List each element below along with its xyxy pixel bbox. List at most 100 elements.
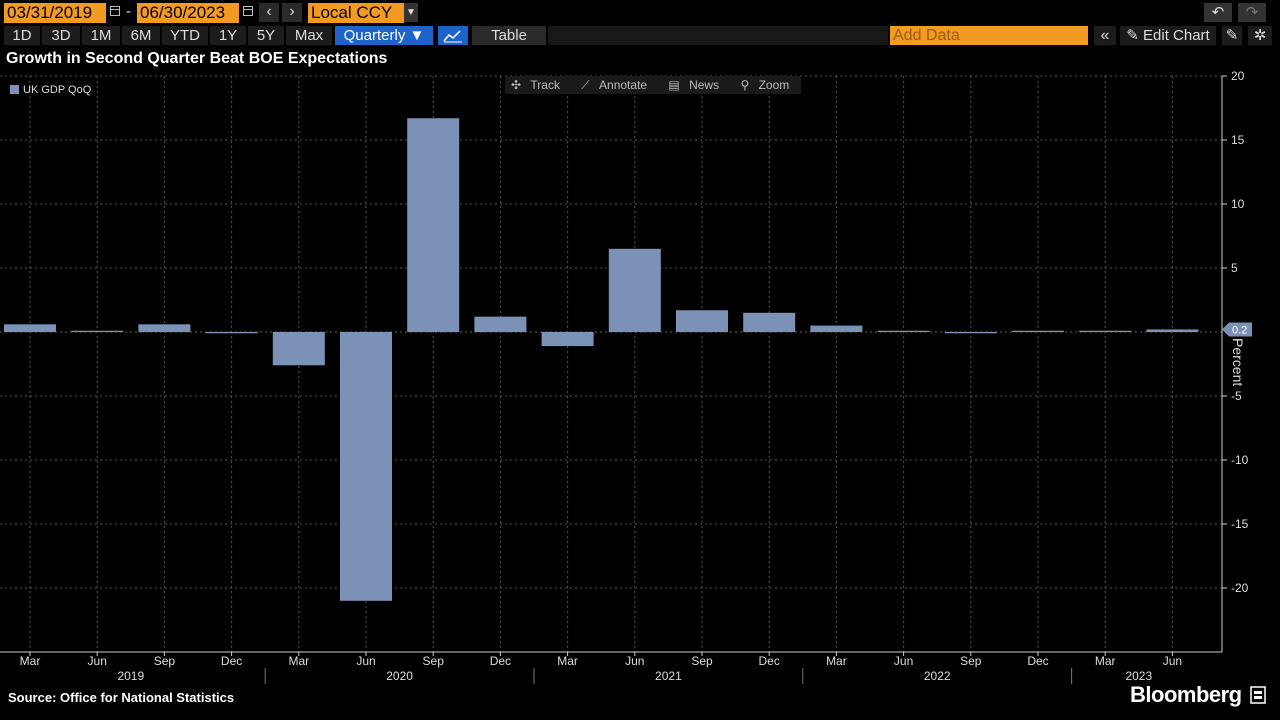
legend-label: UK GDP QoQ [23, 84, 92, 96]
period-1y[interactable]: 1Y [210, 26, 246, 45]
year-label: 2019 [117, 669, 144, 683]
source-note: Source: Office for National Statistics [8, 690, 235, 705]
grid-lines [0, 75, 1222, 652]
track-tool[interactable]: ✣ Track [505, 76, 572, 94]
x-tick-label: Jun [356, 654, 375, 668]
bar [676, 310, 728, 332]
y-tick-label: -15 [1231, 517, 1249, 531]
x-axis: Mar Jun Sep Dec Mar Jun Sep Dec Mar Jun Sep Dec Mar J… [0, 651, 1222, 684]
bloomberg-terminal-icon [1250, 686, 1266, 704]
y-axis-label: Percent [1230, 338, 1246, 387]
period-max[interactable]: Max [286, 26, 332, 45]
bar [205, 332, 258, 334]
chart-tools: ✣ Track ⟋ Annotate ▤ News ⚲ Zoom [505, 76, 802, 94]
bar [340, 332, 392, 601]
annotate-tool[interactable]: ⟋ Annotate [575, 76, 659, 94]
edit-icon[interactable]: ✎ [1222, 26, 1242, 45]
bar [272, 332, 325, 366]
line-chart-icon[interactable] [438, 26, 468, 45]
bar [743, 312, 796, 332]
start-date-field[interactable]: 03/31/2019 [4, 3, 106, 23]
y-tick-label: -5 [1231, 389, 1242, 403]
bar [944, 332, 997, 334]
bar [877, 330, 930, 332]
bar [1079, 330, 1132, 332]
edit-chart-label: Edit Chart [1143, 27, 1210, 44]
currency-select[interactable]: Local CCY [308, 3, 404, 23]
y-tick-label: 5 [1231, 261, 1238, 275]
period-5y[interactable]: 5Y [248, 26, 284, 45]
bar [1012, 330, 1064, 332]
redo-icon[interactable]: ↷ [1238, 3, 1266, 22]
date-separator: - [126, 3, 131, 20]
y-axis: 20 15 10 5 -5 -10 -15 -20 0.2 [1221, 69, 1252, 652]
bars [4, 118, 1199, 601]
period-ytd[interactable]: YTD [162, 26, 208, 45]
x-tick-label: Dec [759, 654, 780, 668]
x-tick-label: Jun [1163, 654, 1182, 668]
y-tick-label: -10 [1231, 453, 1249, 467]
year-label: 2021 [655, 669, 682, 683]
chevron-left-icon[interactable]: ‹ [259, 3, 279, 22]
bar [138, 324, 191, 332]
chart-title: Growth in Second Quarter Beat BOE Expect… [6, 50, 388, 67]
legend: UK GDP QoQ [10, 84, 91, 96]
gear-icon[interactable]: ✲ [1248, 26, 1272, 45]
undo-icon[interactable]: ↶ [1204, 3, 1232, 22]
add-data-input[interactable]: Add Data [890, 26, 1088, 45]
zoom-tool[interactable]: ⚲ Zoom [734, 76, 801, 94]
brand-logo: Bloomberg [1130, 682, 1242, 707]
x-tick-label: Mar [20, 654, 41, 668]
bar [474, 316, 527, 332]
period-3d[interactable]: 3D [42, 26, 80, 45]
year-label: 2022 [924, 669, 951, 683]
annotate-label: Annotate [599, 78, 648, 92]
bar [71, 330, 124, 332]
bar [1146, 329, 1199, 332]
year-label: 2023 [1125, 669, 1152, 683]
double-chevron-left-icon[interactable]: « [1094, 26, 1116, 45]
period-1m[interactable]: 1M [82, 26, 120, 45]
x-tick-label: Mar [288, 654, 309, 668]
bar [608, 248, 661, 332]
pencil-icon: ✎ [1126, 27, 1139, 44]
last-value-label: 0.2 [1232, 324, 1247, 336]
x-tick-label: Sep [691, 654, 713, 668]
y-tick-label: 15 [1231, 133, 1245, 147]
bar [4, 324, 56, 332]
table-button[interactable]: Table [472, 26, 546, 45]
last-value-marker [1222, 322, 1252, 337]
period-1d[interactable]: 1D [4, 26, 40, 45]
calendar-icon[interactable] [243, 6, 253, 16]
x-tick-label: Sep [960, 654, 982, 668]
bar [810, 325, 863, 332]
x-tick-label: Dec [490, 654, 511, 668]
legend-swatch [10, 85, 19, 94]
news-tool[interactable]: ▤ News [662, 76, 731, 94]
y-tick-label: 10 [1231, 197, 1245, 211]
y-tick-label: -20 [1231, 581, 1249, 595]
line-chart-icon-glyph [443, 30, 462, 43]
period-6m[interactable]: 6M [122, 26, 160, 45]
x-tick-label: Jun [88, 654, 107, 668]
calendar-icon[interactable] [110, 6, 120, 16]
x-tick-label: Dec [221, 654, 242, 668]
edit-chart-button[interactable]: ✎ Edit Chart [1120, 26, 1216, 45]
x-tick-label: Sep [154, 654, 176, 668]
x-tick-label: Jun [894, 654, 913, 668]
toolbar-spacer [548, 26, 888, 45]
y-tick-label: 20 [1231, 69, 1245, 83]
chevron-right-icon[interactable]: › [282, 3, 302, 22]
track-label: Track [530, 78, 560, 92]
x-tick-label: Jun [625, 654, 644, 668]
x-tick-label: Mar [826, 654, 847, 668]
chevron-down-icon[interactable]: ▼ [404, 3, 418, 22]
x-tick-label: Mar [557, 654, 578, 668]
x-tick-label: Mar [1095, 654, 1116, 668]
frequency-select[interactable]: Quarterly ▼ [335, 26, 433, 45]
year-label: 2020 [386, 669, 413, 683]
bar [541, 332, 594, 347]
news-label: News [689, 78, 720, 92]
end-date-field[interactable]: 06/30/2023 [137, 3, 239, 23]
